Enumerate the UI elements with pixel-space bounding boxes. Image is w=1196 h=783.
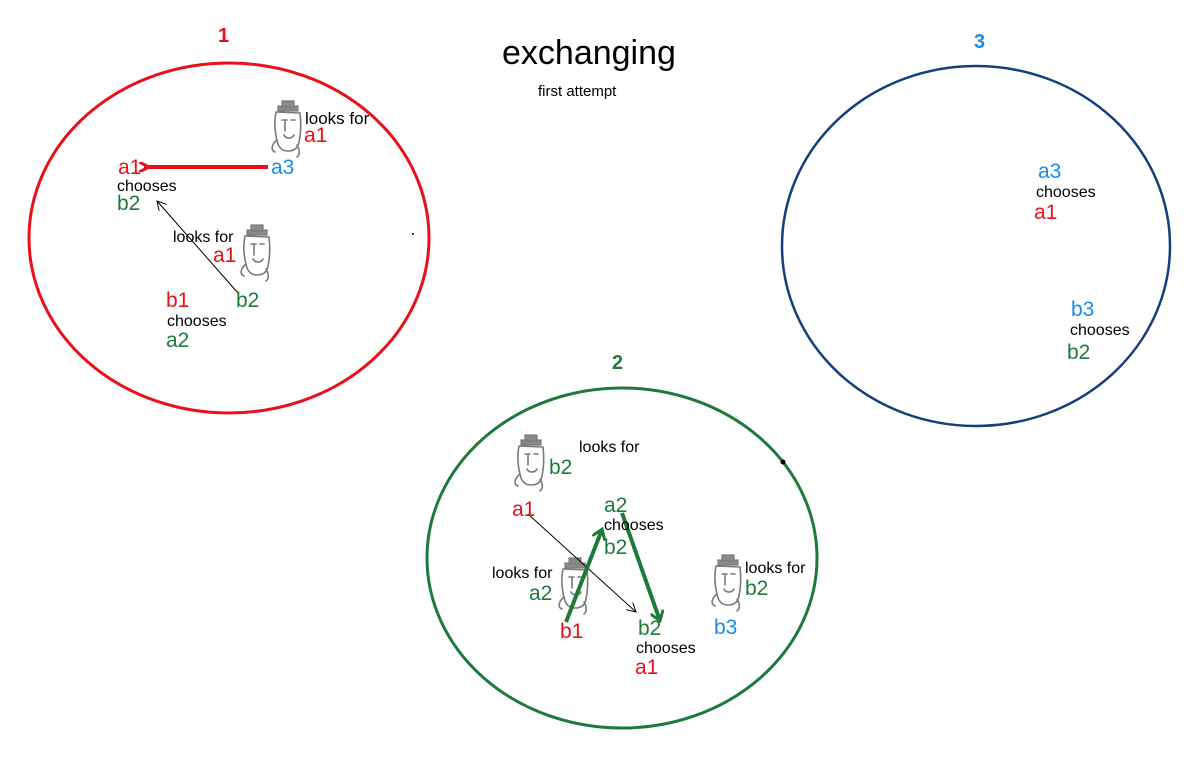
group-2-label-b2-bottom: b2 bbox=[638, 617, 661, 640]
group-3-label-a1: a1 bbox=[1034, 201, 1057, 224]
group-3-label-b3: b3 bbox=[1071, 298, 1094, 321]
group-2-green-arrow-up bbox=[564, 532, 601, 623]
group-3: 3 a3 chooses a1 b3 chooses b2 bbox=[780, 31, 1172, 428]
group-1-label-b2-mid: b2 bbox=[236, 289, 259, 312]
group-1-label-a3: a3 bbox=[271, 156, 294, 179]
person-with-hat-icon bbox=[514, 434, 545, 492]
group-2-label-b2-top: b2 bbox=[549, 456, 572, 479]
group-2-looks-for-top: looks for bbox=[579, 439, 640, 456]
group-1-thin-arrow bbox=[157, 201, 239, 294]
group-2-label-a1-top: a1 bbox=[512, 498, 535, 521]
person-with-hat-icon bbox=[711, 554, 742, 612]
group-2-label-a2: a2 bbox=[604, 494, 627, 517]
group-2-label-b2-right: b2 bbox=[745, 577, 768, 600]
group-2-green-arrow-down bbox=[620, 512, 659, 618]
group-1-circle bbox=[27, 61, 431, 415]
group-2-chooses-1: chooses bbox=[604, 517, 664, 534]
group-1-looks-for-mid: looks for bbox=[173, 229, 234, 246]
group-1-chooses-1: chooses bbox=[117, 178, 177, 195]
person-with-hat-icon bbox=[271, 100, 302, 158]
group-2-label-b2-center: b2 bbox=[604, 536, 627, 559]
group-2-label-b1: b1 bbox=[560, 620, 583, 643]
group-1-label-a1-mid: a1 bbox=[213, 244, 236, 267]
speck bbox=[412, 233, 414, 235]
group-1-chooses-2: chooses bbox=[167, 313, 227, 330]
group-3-chooses-2: chooses bbox=[1070, 322, 1130, 339]
group-3-chooses-1: chooses bbox=[1036, 184, 1096, 201]
group-2-label-a2-left: a2 bbox=[529, 582, 552, 605]
group-1-label-a1-left: a1 bbox=[118, 156, 141, 179]
diagram-title: exchanging bbox=[502, 34, 676, 72]
group-2: 2 looks for b2 a1 a2 chooses b2 looks fo… bbox=[425, 352, 819, 730]
group-2-looks-for-right: looks for bbox=[745, 560, 806, 577]
group-2-circle bbox=[425, 386, 819, 730]
group-2-label-a1-bottom: a1 bbox=[635, 656, 658, 679]
group-2-number: 2 bbox=[612, 352, 623, 374]
group-1-label-a2: a2 bbox=[166, 329, 189, 352]
group-3-number: 3 bbox=[974, 31, 985, 53]
group-2-label-b3: b3 bbox=[714, 616, 737, 639]
group-1: 1 looks for a1 a3 a1 chooses b2 looks fo… bbox=[27, 25, 431, 415]
group-3-label-b2: b2 bbox=[1067, 341, 1090, 364]
group-1-label-b2-left: b2 bbox=[117, 192, 140, 215]
group-2-thin-arrow bbox=[527, 513, 636, 612]
group-1-label-a1-top: a1 bbox=[304, 124, 327, 147]
group-3-label-a3: a3 bbox=[1038, 160, 1061, 183]
person-with-hat-icon bbox=[240, 224, 271, 282]
group-1-number: 1 bbox=[218, 25, 229, 47]
group-2-chooses-2: chooses bbox=[636, 640, 696, 657]
group-3-circle bbox=[780, 64, 1172, 428]
group-2-looks-for-left: looks for bbox=[492, 565, 553, 582]
group-1-label-b1: b1 bbox=[166, 289, 189, 312]
diagram-subtitle: first attempt bbox=[538, 83, 617, 100]
group-1-looks-for-top: looks for bbox=[305, 109, 370, 128]
speck bbox=[780, 459, 786, 465]
